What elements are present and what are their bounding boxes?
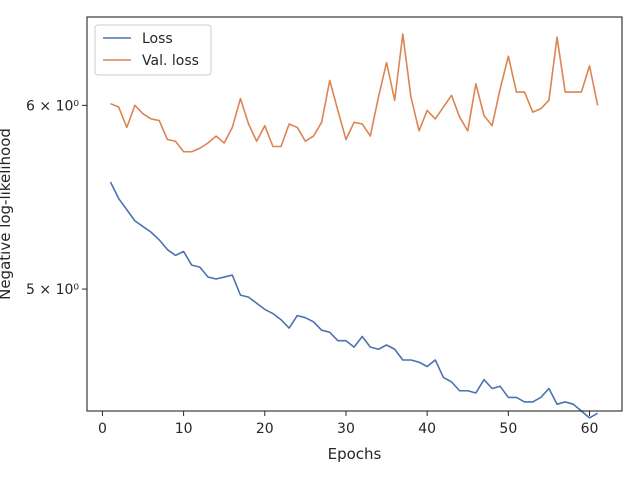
axes (82, 16, 623, 416)
series-layer (109, 33, 599, 419)
series-line-1 (110, 33, 599, 153)
x-tick-label: 50 (499, 421, 517, 437)
x-tick-label: 30 (337, 421, 355, 437)
x-axis-label: Epochs (328, 445, 382, 463)
series-line-0 (109, 181, 599, 419)
x-tick-label: 20 (256, 421, 274, 437)
tick-labels: 0 10 20 30 40 50 60 5 × 10⁰ 6 × 10⁰ (26, 98, 598, 437)
legend-label-0: Loss (142, 31, 173, 47)
x-tick-label: 10 (175, 421, 193, 437)
x-tick-label: 60 (581, 421, 599, 437)
x-tick-label: 40 (418, 421, 436, 437)
axes-frame (86, 16, 623, 412)
x-tick-label: 0 (98, 421, 107, 437)
y-axis-label: Negative log-likelihood (0, 128, 14, 300)
legend: Loss Val. loss (94, 24, 212, 76)
y-tick-label: 6 × 10⁰ (26, 98, 79, 114)
y-tick-label: 5 × 10⁰ (26, 282, 79, 298)
legend-label-1: Val. loss (142, 53, 199, 69)
